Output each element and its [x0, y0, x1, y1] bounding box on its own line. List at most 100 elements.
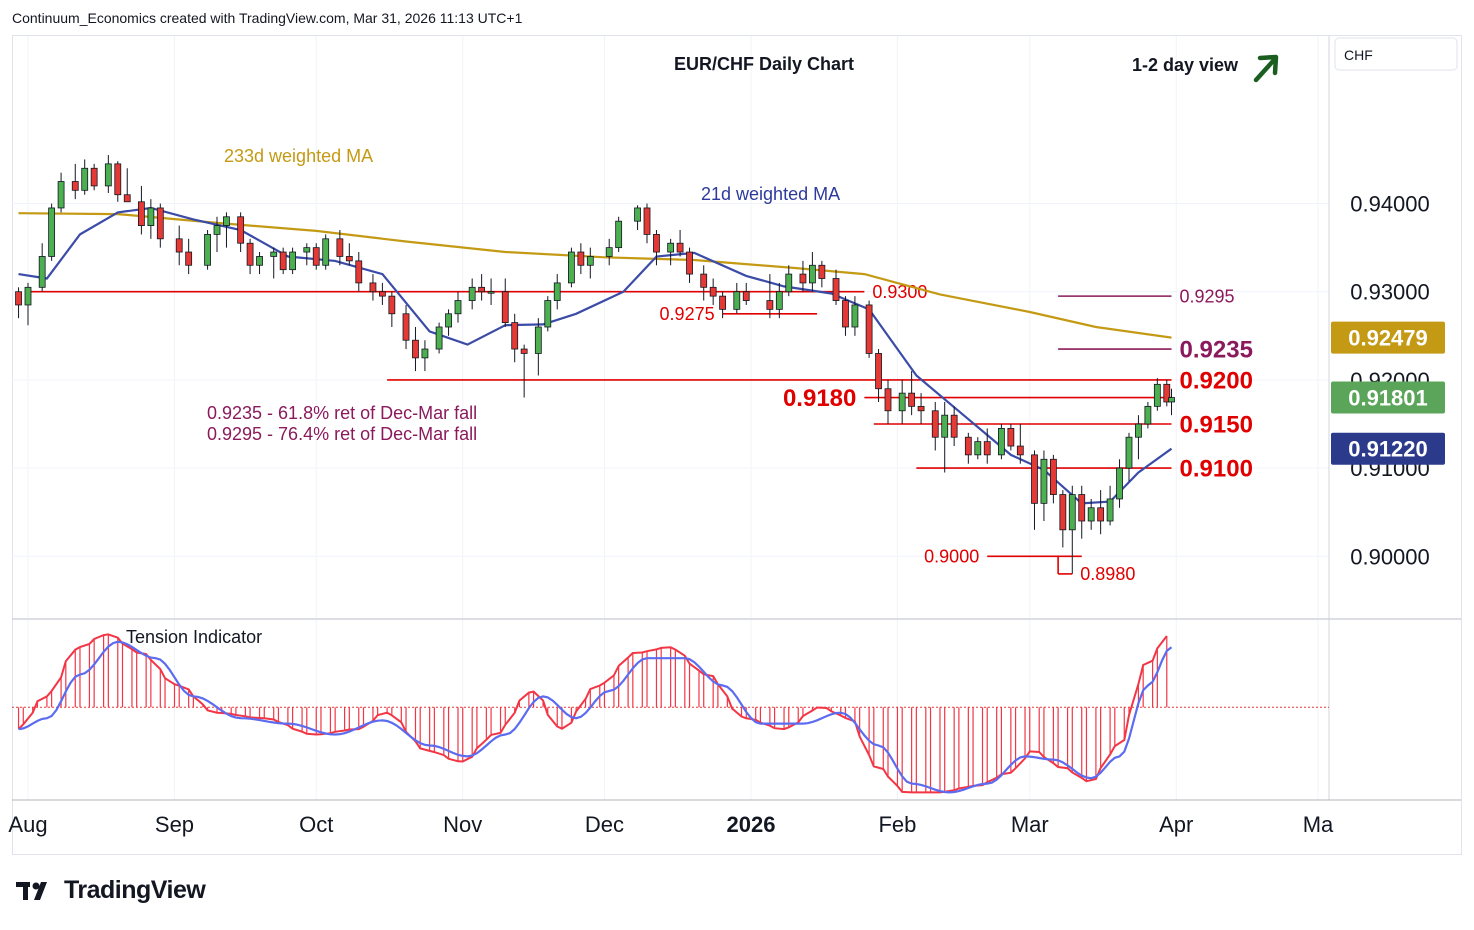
candle-body	[421, 348, 429, 359]
candle-body	[487, 291, 495, 294]
candle-body	[719, 295, 727, 310]
candle-body	[875, 353, 882, 390]
candle-body	[15, 291, 22, 306]
candle-body	[615, 220, 623, 249]
candle-body	[686, 251, 693, 275]
candle-body	[345, 256, 353, 262]
level-label: 0.9275	[660, 304, 715, 324]
candle-body	[998, 428, 1005, 456]
candle-body	[733, 291, 741, 310]
chart-title: EUR/CHF Daily Chart	[674, 54, 854, 74]
candle-body	[1059, 494, 1067, 531]
level-label: 0.9100	[1180, 455, 1253, 482]
price-badge	[1331, 321, 1445, 354]
level-label: 0.9295	[1180, 286, 1235, 306]
candle-body	[237, 216, 245, 244]
ma233-line	[18, 212, 1172, 339]
price-badge-label: 0.91220	[1348, 437, 1428, 462]
tension-indicator-label: Tension Indicator	[126, 627, 262, 647]
candle-body	[842, 300, 849, 328]
candle-body	[553, 282, 561, 301]
candle-body	[246, 242, 254, 266]
candle-body	[534, 326, 542, 354]
candle-body	[586, 256, 594, 266]
level-label: 0.8980	[1080, 564, 1135, 584]
time-tick-label: Oct	[299, 812, 333, 837]
candle-body	[1163, 383, 1171, 403]
candle-body	[478, 286, 486, 293]
level-label: 0.9300	[872, 282, 927, 302]
candle-body	[709, 286, 717, 297]
tradingview-wordmark: TradingView	[64, 876, 206, 904]
price-badges: 0.92479 0.91801 0.91220	[1331, 321, 1445, 465]
candle-body	[1049, 458, 1057, 495]
tension-line	[17, 633, 1168, 794]
candle-body	[388, 295, 396, 315]
candle-body	[378, 291, 386, 297]
candle-body	[884, 388, 892, 412]
candle-body	[898, 392, 906, 412]
candle-body	[185, 251, 193, 266]
price-badge	[1331, 432, 1445, 465]
candle-body	[1087, 507, 1095, 522]
up-right-arrow-icon	[1253, 54, 1279, 83]
candle-body	[643, 207, 651, 235]
currency-box[interactable]: CHF	[1334, 37, 1458, 71]
candle-body	[38, 256, 46, 288]
candle-body	[57, 181, 65, 209]
level-label: 0.9000	[924, 547, 979, 567]
candle-body	[412, 339, 419, 359]
candlesticks	[15, 155, 1175, 574]
fib-note-61: 0.9235 - 61.8% ret of Dec-Mar fall	[207, 403, 477, 423]
price-badge-label: 0.91801	[1348, 385, 1428, 410]
time-tick-label: 2026	[726, 812, 775, 837]
candle-body	[1097, 507, 1105, 522]
candle-body	[808, 264, 816, 284]
candle-body	[544, 300, 552, 328]
candle-body	[511, 322, 519, 350]
candle-body	[435, 326, 443, 350]
candle-body	[355, 260, 363, 284]
candle-body	[1153, 383, 1161, 407]
candle-body	[799, 273, 807, 284]
candle-body	[114, 163, 122, 196]
candle-body	[501, 291, 509, 323]
candle-body	[204, 234, 211, 266]
candle-body	[1031, 454, 1038, 504]
view-label: 1-2 day view	[1132, 55, 1239, 75]
price-badge-label: 0.92479	[1348, 326, 1428, 351]
candle-body	[1116, 467, 1123, 500]
candle-body	[941, 414, 949, 438]
tradingview-logo[interactable]: TradingView	[16, 876, 206, 905]
time-tick-label: Aug	[8, 812, 47, 837]
candle-body	[322, 238, 330, 266]
candle-body	[1040, 458, 1048, 504]
candle-body	[213, 225, 221, 235]
price-badge	[1331, 381, 1445, 414]
candle-body	[568, 251, 575, 284]
tension-signal-line	[18, 640, 1173, 794]
candle-body	[1135, 423, 1142, 438]
time-axis: Aug Sep Oct Nov Dec 2026 Feb Mar Apr Ma	[8, 812, 1334, 837]
candle-body	[156, 207, 164, 240]
ma21-line	[18, 206, 1173, 505]
chart-frame	[12, 35, 1462, 855]
candle-body	[1068, 494, 1076, 531]
candle-body	[90, 167, 98, 187]
candle-body	[303, 247, 311, 253]
candle-body	[336, 238, 344, 257]
candle-body	[1125, 436, 1133, 469]
time-tick-label: Sep	[155, 812, 194, 837]
candle-body	[104, 163, 112, 187]
time-tick-label: Mar	[1011, 812, 1049, 837]
tradingview-logo-icon	[16, 881, 47, 900]
candle-body	[289, 251, 297, 271]
candle-body	[279, 251, 287, 271]
candle-body	[974, 441, 982, 456]
candle-body	[223, 216, 230, 226]
time-tick-label: Ma	[1303, 812, 1334, 837]
time-tick-label: Nov	[443, 812, 482, 837]
candle-body	[1007, 428, 1015, 447]
